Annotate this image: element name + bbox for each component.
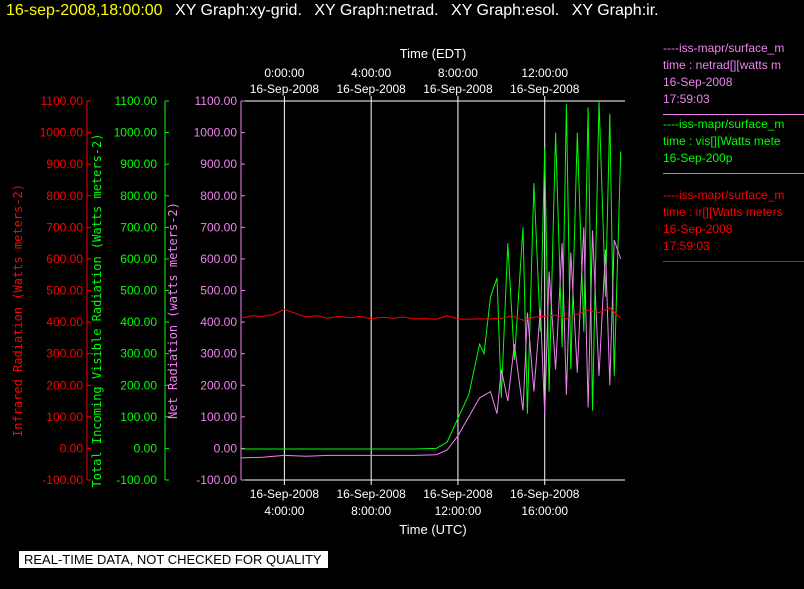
tab-esol[interactable]: XY Graph:esol. xyxy=(451,2,560,19)
legend-vis-line2: time : vis[][Watts mete xyxy=(663,134,781,148)
axes xyxy=(86,96,625,485)
vis-y-tick-label: 1100.00 xyxy=(115,94,158,108)
ir-y-tick-label: 700.00 xyxy=(46,220,83,234)
quality-disclaimer: REAL-TIME DATA, NOT CHECKED FOR QUALITY xyxy=(19,551,328,568)
vis-y-tick-label: 200.00 xyxy=(120,378,157,392)
legend-netrad-line1: ----iss-mapr/surface_m xyxy=(663,41,785,55)
top-tick-time: 8:00:00 xyxy=(438,66,478,80)
legend-divider xyxy=(663,261,804,262)
net-y-tick-label: -100.00 xyxy=(196,473,237,487)
bottom-tick-time: 4:00:00 xyxy=(264,504,304,518)
net-y-axis-title: Net Radiation (watts meters-2) xyxy=(166,202,180,419)
legend-netrad-line4: 17:59:03 xyxy=(663,92,710,106)
legend-ir: ----iss-mapr/surface_m time : ir[][Watts… xyxy=(663,187,804,262)
vis-y-tick-label: 700.00 xyxy=(120,220,157,234)
vis-y-tick-label: 500.00 xyxy=(120,284,157,298)
vis-y-tick-label: -100.00 xyxy=(116,473,157,487)
bottom-tick-date: 16-Sep-2008 xyxy=(423,487,493,501)
bottom-tick-time: 8:00:00 xyxy=(351,504,391,518)
legend-netrad: ----iss-mapr/surface_m time : netrad[][w… xyxy=(663,40,804,115)
vis-y-tick-label: 300.00 xyxy=(120,347,157,361)
series-lines xyxy=(241,101,622,459)
top-tick-time: 4:00:00 xyxy=(351,66,391,80)
legend-netrad-line2: time : netrad[][watts m xyxy=(663,58,782,72)
ir-y-tick-label: 0.00 xyxy=(60,441,84,455)
vis-y-tick-label: 100.00 xyxy=(120,410,157,424)
vis-y-tick-label: 1000.00 xyxy=(114,126,158,140)
top-tick-time: 12:00:00 xyxy=(521,66,568,80)
ir-y-tick-label: 100.00 xyxy=(46,410,83,424)
vis-y-tick-label: 800.00 xyxy=(120,189,157,203)
legend-ir-line2: time : ir[][Watts meters xyxy=(663,205,783,219)
top-tick-date: 16-Sep-2008 xyxy=(336,82,406,96)
header-bar: 16-sep-2008,18:00:00 XY Graph:xy-grid. X… xyxy=(6,2,659,20)
vis-y-tick-label: 600.00 xyxy=(120,252,157,266)
axis-text: 16-Sep-2008 4:00:00 16-Sep-2008 8:00:00 16-S… xyxy=(11,46,580,537)
ir-y-tick-label: 600.00 xyxy=(46,252,83,266)
net-y-tick-label: 0.00 xyxy=(214,441,238,455)
legend-vis-line1: ----iss-mapr/surface_m xyxy=(663,117,785,131)
ir-y-tick-label: 500.00 xyxy=(46,284,83,298)
tab-xy-grid[interactable]: XY Graph:xy-grid. xyxy=(175,2,302,19)
legend-ir-line3: 16-Sep-2008 xyxy=(663,222,733,236)
tab-netrad[interactable]: XY Graph:netrad. xyxy=(314,2,439,19)
legend-divider xyxy=(663,173,804,174)
vis-series-line xyxy=(241,101,622,450)
ir-y-tick-label: 300.00 xyxy=(46,347,83,361)
net-y-tick-label: 700.00 xyxy=(200,220,237,234)
x-axis-title-top: Time (EDT) xyxy=(400,46,467,61)
top-tick-date: 16-Sep-2008 xyxy=(510,82,580,96)
vis-y-tick-label: 400.00 xyxy=(120,315,157,329)
ir-y-tick-label: 400.00 xyxy=(46,315,83,329)
net-y-tick-label: 1000.00 xyxy=(194,126,238,140)
top-tick-date: 16-Sep-2008 xyxy=(250,82,320,96)
vis-y-tick-label: 0.00 xyxy=(134,441,158,455)
bottom-tick-date: 16-Sep-2008 xyxy=(250,487,320,501)
bottom-tick-date: 16-Sep-2008 xyxy=(336,487,406,501)
vis-y-axis-title: Total Incoming Visible Radiation (Watts … xyxy=(90,133,104,487)
legend-netrad-line3: 16-Sep-2008 xyxy=(663,75,733,89)
net-y-tick-label: 600.00 xyxy=(200,252,237,266)
vis-y-tick-label: 900.00 xyxy=(120,157,157,171)
net-y-tick-label: 1100.00 xyxy=(195,94,238,108)
net-y-tick-label: 300.00 xyxy=(200,347,237,361)
ir-y-tick-label: 900.00 xyxy=(46,157,83,171)
legend-ir-line4: 17:59:03 xyxy=(663,239,710,253)
legend-ir-line1: ----iss-mapr/surface_m xyxy=(663,188,785,202)
net-y-tick-label: 800.00 xyxy=(200,189,237,203)
net-y-tick-label: 100.00 xyxy=(200,410,237,424)
net-y-tick-label: 900.00 xyxy=(200,157,237,171)
legend-divider xyxy=(663,114,804,115)
ir-y-tick-label: 1000.00 xyxy=(40,126,84,140)
ir-y-tick-label: 800.00 xyxy=(46,189,83,203)
bottom-tick-time: 16:00:00 xyxy=(521,504,568,518)
bottom-tick-date: 16-Sep-2008 xyxy=(510,487,580,501)
net-y-tick-label: 200.00 xyxy=(200,378,237,392)
tab-ir[interactable]: XY Graph:ir. xyxy=(571,2,659,19)
ir-series-line xyxy=(241,307,622,321)
ir-y-tick-label: -100.00 xyxy=(42,473,83,487)
ir-y-tick-label: 200.00 xyxy=(46,378,83,392)
legend-vis: ----iss-mapr/surface_m time : vis[][Watt… xyxy=(663,116,804,174)
x-axis-title-bottom: Time (UTC) xyxy=(399,522,466,537)
net-y-tick-label: 500.00 xyxy=(200,284,237,298)
legend-vis-line3: 16-Sep-200p xyxy=(663,151,733,165)
net-y-tick-label: 400.00 xyxy=(200,315,237,329)
top-tick-date: 16-Sep-2008 xyxy=(423,82,493,96)
net-series-line xyxy=(241,227,622,459)
ir-y-tick-label: 1100.00 xyxy=(41,94,84,108)
ir-y-axis-title: Infrared Radiation (Watts meters-2) xyxy=(11,184,25,437)
header-timestamp: 16-sep-2008,18:00:00 xyxy=(6,2,163,19)
top-tick-time: 0:00:00 xyxy=(264,66,304,80)
bottom-tick-time: 12:00:00 xyxy=(435,504,482,518)
